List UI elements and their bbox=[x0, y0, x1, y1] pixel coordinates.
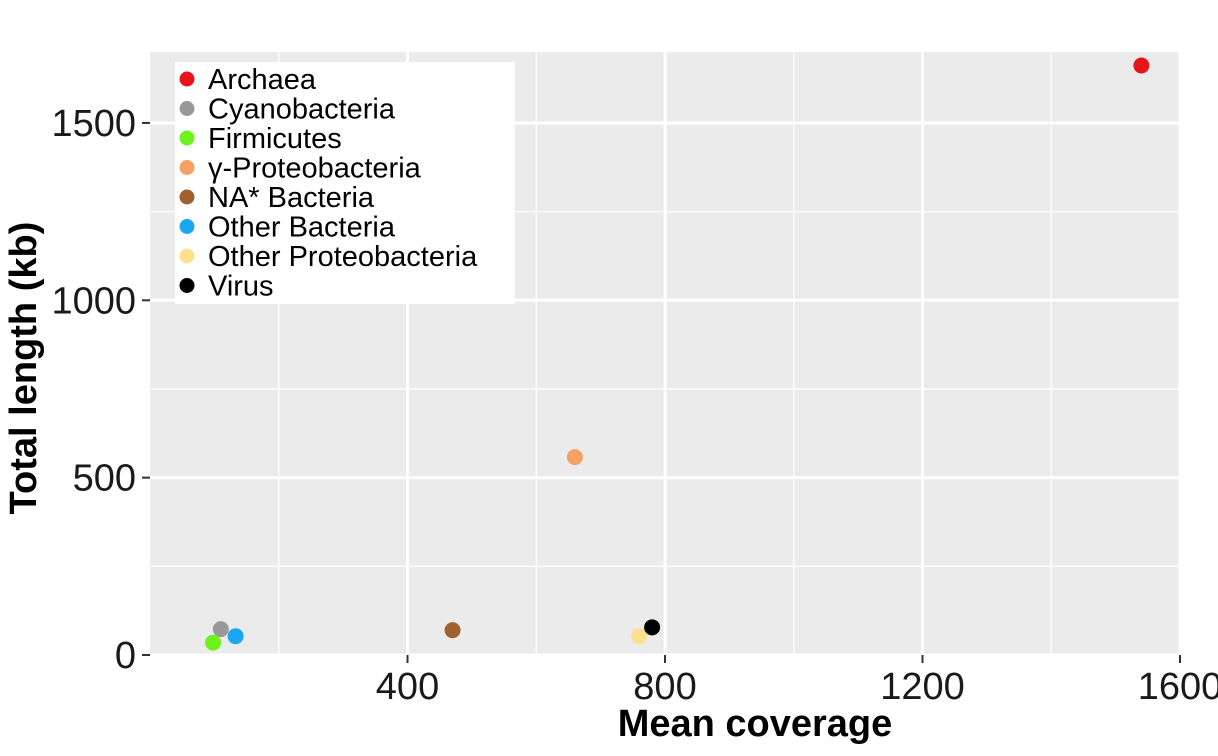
y-tick-label: 0 bbox=[115, 635, 136, 677]
legend-key bbox=[179, 130, 195, 146]
legend-key bbox=[179, 248, 195, 264]
data-point bbox=[205, 634, 222, 651]
legend-label: NA* Bacteria bbox=[208, 182, 375, 214]
axes bbox=[142, 121, 1181, 663]
legend-key bbox=[179, 278, 195, 293]
legend-label: Virus bbox=[208, 271, 274, 303]
data-point bbox=[1133, 57, 1150, 74]
x-tick-label: 1200 bbox=[880, 666, 965, 708]
legend-label: γ-Proteobacteria bbox=[208, 153, 422, 185]
y-tick-labels: 0 500 1000 1500 bbox=[51, 103, 136, 677]
data-point bbox=[227, 628, 244, 645]
data-point bbox=[566, 449, 583, 466]
y-tick-label: 500 bbox=[73, 458, 136, 500]
legend-key bbox=[179, 101, 195, 116]
data-point bbox=[212, 621, 229, 638]
y-axis-title: Total length (kb) bbox=[3, 222, 45, 515]
x-axis-title: Mean coverage bbox=[618, 703, 893, 745]
legend-key bbox=[179, 71, 195, 87]
data-points bbox=[205, 57, 1150, 651]
legend-label: Other Proteobacteria bbox=[208, 241, 478, 273]
legend-key bbox=[179, 189, 195, 205]
data-point bbox=[631, 628, 648, 645]
x-tick-label: 1600 bbox=[1138, 666, 1218, 708]
legend-label: Archaea bbox=[208, 64, 317, 96]
legend: ArchaeaCyanobacteriaFirmicutesγ-Proteoba… bbox=[175, 62, 515, 304]
y-tick-label: 1500 bbox=[51, 103, 136, 145]
x-tick-labels: 400 800 1200 1600 bbox=[376, 666, 1218, 708]
legend-background bbox=[175, 62, 515, 304]
x-tick-label: 800 bbox=[633, 666, 696, 708]
legend-key bbox=[179, 160, 195, 175]
legend-label: Firmicutes bbox=[208, 123, 342, 155]
legend-label: Other Bacteria bbox=[208, 212, 396, 244]
legend-key bbox=[179, 219, 195, 234]
y-tick-label: 1000 bbox=[51, 280, 136, 322]
data-point bbox=[444, 622, 461, 639]
x-tick-label: 400 bbox=[376, 666, 439, 708]
data-point bbox=[644, 619, 661, 636]
legend-label: Cyanobacteria bbox=[208, 94, 396, 126]
